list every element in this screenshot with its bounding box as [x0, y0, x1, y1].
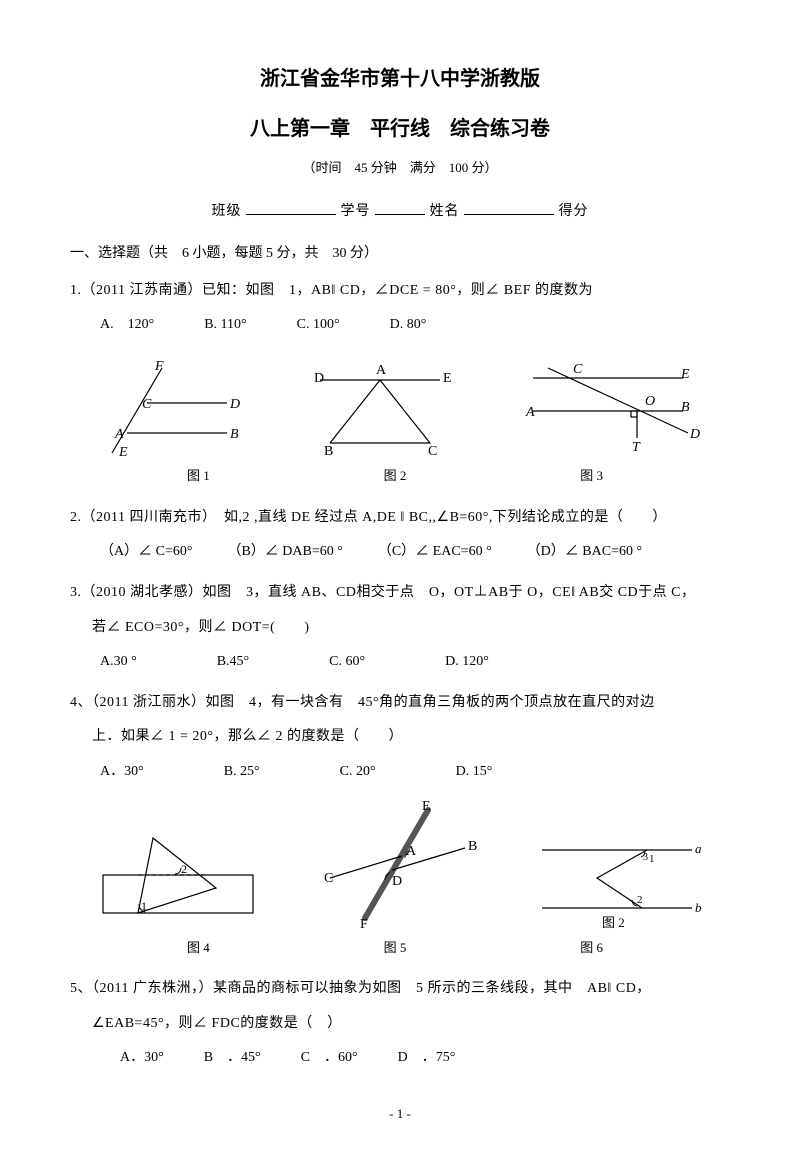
- q3-line1: 3.（2010 湖北孝感）如图 3，直线 AB、CD相交于点 O，OT⊥AB于 …: [70, 580, 730, 607]
- blank-name[interactable]: [464, 214, 554, 215]
- figure-5: E B A C D F: [310, 800, 480, 930]
- svg-text:2: 2: [181, 862, 187, 876]
- q4-opt-b: B. 25°: [224, 759, 260, 786]
- q3-opt-c: C. 60°: [329, 649, 365, 676]
- fig3-label: 图 3: [580, 464, 603, 489]
- q4-opt-d: D. 15°: [456, 759, 493, 786]
- q2-text: 2.（2011 四川南充市） 如,2 ,直线 DE 经过点 A,DE ‖ BC,…: [70, 505, 730, 532]
- svg-text:T: T: [632, 440, 641, 455]
- q2-options: （A）∠ C=60° （B）∠ DAB=60 ° （C）∠ EAC=60 ° （…: [70, 539, 730, 566]
- svg-text:E: E: [443, 371, 452, 386]
- q1-options: A. 120° B. 110° C. 100° D. 80°: [70, 312, 730, 339]
- info-line: 班级 学号 姓名 得分: [70, 199, 730, 226]
- svg-text:1: 1: [649, 853, 655, 865]
- title-school: 浙江省金华市第十八中学浙教版: [70, 60, 730, 98]
- q4-line1: 4、（2011 浙江丽水）如图 4，有一块含有 45°角的直角三角板的两个顶点放…: [70, 690, 730, 717]
- q3-options: A.30 ° B.45° C. 60° D. 120°: [70, 649, 730, 676]
- page-number: - 1 -: [70, 1102, 730, 1127]
- q2-opt-c: （C）∠ EAC=60 °: [378, 539, 492, 566]
- q5-opt-c: C ．60°: [301, 1045, 358, 1072]
- q5-opt-b: B ．45°: [204, 1045, 261, 1072]
- q3-opt-a: A.30 °: [100, 649, 137, 676]
- figure-labels-1: 图 1 图 2 图 3: [70, 464, 730, 489]
- figure-row-1: F C D A B E D A E B C C E A O B T D: [70, 353, 730, 458]
- q2-opt-b: （B）∠ DAB=60 °: [227, 539, 342, 566]
- figure-labels-2: 图 4 图 5 图 6: [70, 936, 730, 961]
- label-num: 学号: [341, 204, 371, 219]
- label-class: 班级: [212, 204, 242, 219]
- svg-text:D: D: [314, 371, 324, 386]
- q1-opt-a: A. 120°: [100, 312, 154, 339]
- svg-text:2: 2: [637, 894, 643, 906]
- q3-opt-b: B.45°: [217, 649, 249, 676]
- label-score: 得分: [559, 204, 589, 219]
- fig4-label: 图 4: [187, 936, 210, 961]
- q5-line1: 5、（2011 广东株洲，）某商品的商标可以抽象为如图 5 所示的三条线段，其中…: [70, 976, 730, 1003]
- svg-text:E: E: [422, 800, 431, 814]
- q1-opt-b: B. 110°: [204, 312, 246, 339]
- fig5-label: 图 5: [384, 936, 407, 961]
- svg-text:B: B: [681, 400, 690, 415]
- svg-text:F: F: [360, 917, 368, 930]
- svg-text:C: C: [142, 397, 152, 412]
- svg-text:D: D: [229, 397, 240, 412]
- svg-text:E: E: [680, 367, 690, 382]
- svg-text:D: D: [392, 874, 402, 889]
- svg-text:b: b: [695, 900, 702, 915]
- subtitle: （时间 45 分钟 满分 100 分）: [70, 156, 730, 181]
- q4-opt-c: C. 20°: [340, 759, 376, 786]
- figure-2: D A E B C: [300, 358, 460, 458]
- svg-text:a: a: [695, 841, 702, 856]
- svg-text:图 2: 图 2: [602, 915, 625, 930]
- svg-text:C: C: [324, 871, 333, 886]
- svg-text:D: D: [689, 427, 700, 442]
- q4-options: A．30° B. 25° C. 20° D. 15°: [70, 759, 730, 786]
- svg-text:B: B: [324, 444, 333, 458]
- q1-opt-c: C. 100°: [297, 312, 340, 339]
- q5-opt-d: D ．75°: [398, 1045, 456, 1072]
- svg-text:B: B: [230, 427, 239, 442]
- figure-row-2: 2 1 E B A C D F a b 1 3 2 图: [70, 800, 730, 930]
- q2-opt-d: （D）∠ BAC=60 °: [527, 539, 642, 566]
- q3-opt-d: D. 120°: [445, 649, 489, 676]
- svg-text:C: C: [428, 444, 437, 458]
- fig1-label: 图 1: [187, 464, 210, 489]
- svg-text:B: B: [468, 839, 477, 854]
- svg-text:O: O: [645, 394, 655, 409]
- q5-opt-a: A．30°: [120, 1045, 164, 1072]
- blank-class[interactable]: [246, 214, 336, 215]
- figure-6: a b 1 3 2 图 2: [527, 830, 707, 930]
- q4-opt-a: A．30°: [100, 759, 144, 786]
- svg-text:A: A: [114, 427, 124, 442]
- svg-text:F: F: [154, 359, 164, 374]
- figure-3: C E A O B T D: [513, 353, 703, 458]
- section-1-header: 一、选择题（共 6 小题，每题 5 分，共 30 分）: [70, 241, 730, 268]
- title-chapter: 八上第一章 平行线 综合练习卷: [70, 110, 730, 148]
- blank-num[interactable]: [375, 214, 425, 215]
- fig2-label: 图 2: [384, 464, 407, 489]
- svg-text:C: C: [573, 362, 583, 377]
- q5-options: A．30° B ．45° C ．60° D ．75°: [70, 1045, 730, 1072]
- svg-text:A: A: [376, 363, 387, 378]
- q1-opt-d: D. 80°: [390, 312, 427, 339]
- q1-text: 1.（2011 江苏南通）已知：如图 1，AB‖ CD，∠DCE = 80°，则…: [70, 278, 730, 305]
- svg-text:E: E: [118, 445, 128, 458]
- q4-line2: 上．如果∠ 1 = 20°，那么∠ 2 的度数是（ ）: [70, 724, 730, 751]
- q5-line2: ∠EAB=45°，则∠ FDC的度数是（ ）: [70, 1011, 730, 1038]
- figure-4: 2 1: [93, 820, 263, 930]
- label-name: 姓名: [430, 204, 460, 219]
- q3-line2: 若∠ ECO=30°，则∠ DOT=( ): [70, 615, 730, 642]
- fig6-label: 图 6: [580, 936, 603, 961]
- svg-text:3: 3: [643, 852, 648, 863]
- figure-1: F C D A B E: [97, 358, 247, 458]
- q2-opt-a: （A）∠ C=60°: [100, 539, 192, 566]
- svg-text:A: A: [525, 405, 535, 420]
